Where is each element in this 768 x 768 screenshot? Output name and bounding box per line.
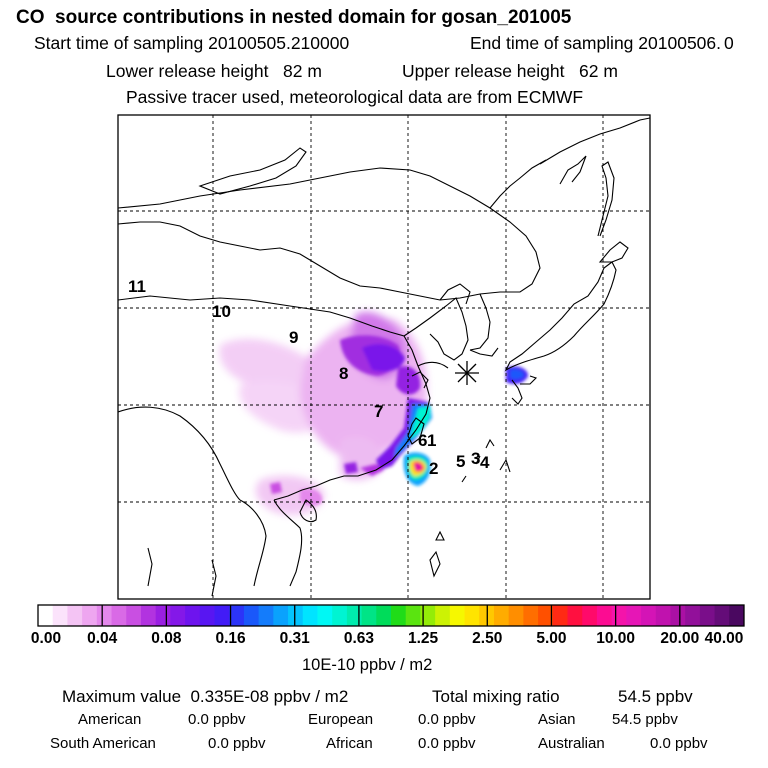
colorbar-tick-label: 20.00: [660, 630, 700, 647]
end-time-label: End time of sampling 20100506.: [470, 33, 721, 53]
region-label: 9: [289, 328, 298, 347]
african-value: 0.0 ppbv: [418, 735, 476, 752]
european-label: European: [308, 711, 374, 728]
region-label: 10: [212, 302, 231, 321]
total-mixing-label: Total mixing ratio: [432, 687, 560, 706]
colorbar-tick-label: 40.00: [704, 630, 744, 647]
tracer-note: Passive tracer used, meteorological data…: [126, 87, 584, 107]
south-american-label: South American: [50, 735, 156, 752]
african-label: African: [326, 735, 373, 752]
american-value: 0.0 ppbv: [188, 711, 246, 728]
australian-value: 0.0 ppbv: [650, 735, 708, 752]
region-label: 3: [471, 449, 480, 468]
lower-release-height: Lower release height 82 m: [106, 61, 322, 81]
receptor-asterisk-icon: [455, 361, 479, 385]
contribution-field: [219, 311, 528, 515]
european-value: 0.0 ppbv: [418, 711, 476, 728]
australian-label: Australian: [538, 735, 605, 752]
colorbar-tick-label: 0.04: [87, 630, 118, 647]
region-label: 1: [427, 431, 436, 450]
colorbar-tick-label: 0.63: [343, 630, 374, 647]
american-label: American: [78, 711, 142, 728]
start-time-label: Start time of sampling 20100505.210000: [34, 33, 350, 53]
colorbar-tick-label: 5.00: [536, 630, 567, 647]
colorbar-tick-label: 0.00: [30, 630, 62, 647]
colorbar-tick-label: 1.25: [407, 630, 439, 647]
asian-value: 54.5 ppbv: [612, 711, 678, 728]
map-gridlines: [118, 115, 650, 599]
end-time-value: 0: [724, 33, 734, 53]
colorbar-tick-label: 10.00: [596, 630, 636, 647]
maximum-value: Maximum value 0.335E-08 ppbv / m2: [62, 687, 349, 706]
coastlines: [118, 117, 650, 597]
chart-title: CO source contributions in nested domain…: [16, 7, 572, 28]
colorbar-tick-label: 0.16: [215, 630, 246, 647]
total-mixing-value: 54.5 ppbv: [618, 687, 693, 706]
colorbar-tick-label: 0.08: [151, 630, 182, 647]
colorbar-unit: 10E-10 ppbv / m2: [302, 656, 433, 674]
region-label: 7: [374, 402, 383, 421]
region-label: 11: [128, 277, 146, 296]
colorbar-tick-label: 0.31: [279, 630, 310, 647]
map-frame: [117, 114, 651, 600]
region-label: 8: [339, 364, 348, 383]
region-label: 6: [418, 431, 427, 450]
colorbar-tick-label: 2.50: [472, 630, 503, 647]
region-label: 4: [480, 453, 490, 472]
south-american-value: 0.0 ppbv: [208, 735, 266, 752]
upper-release-height: Upper release height 62 m: [402, 61, 618, 81]
region-label: 2: [429, 459, 438, 478]
source-contribution-map: 11 10 9 8 7 6 1 2 5 3 4: [117, 114, 651, 600]
asian-label: Asian: [538, 711, 576, 728]
region-label: 5: [456, 452, 465, 471]
